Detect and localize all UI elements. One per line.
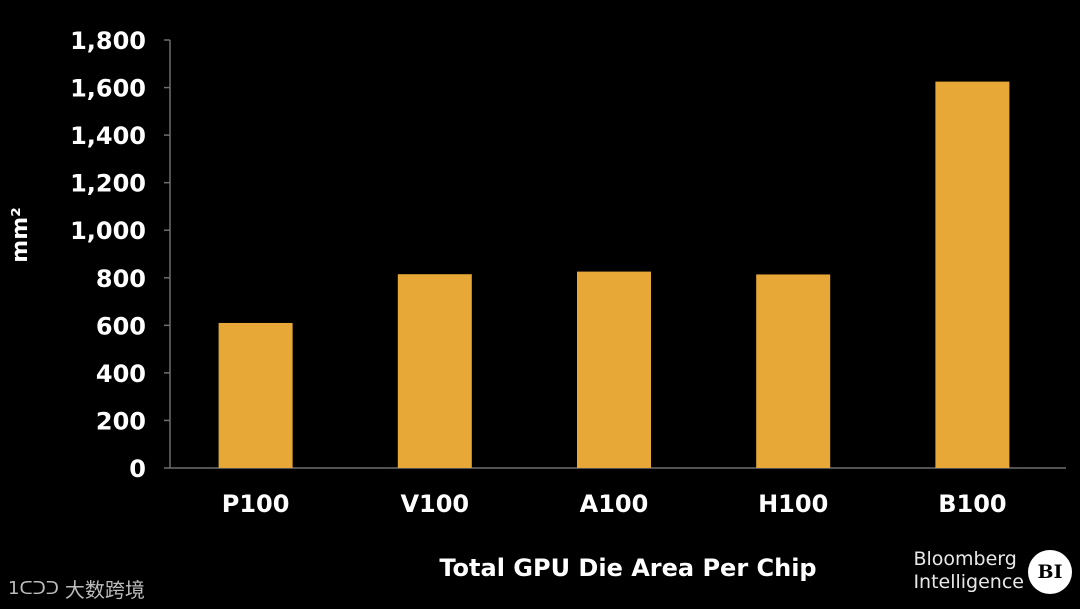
x-tick-label: V100 <box>400 490 469 518</box>
y-tick-label: 800 <box>96 265 146 293</box>
x-axis-labels: P100 V100 A100 H100 B100 <box>222 490 1007 518</box>
brand-line-2: Intelligence <box>913 571 1024 593</box>
y-tick-label: 0 <box>129 455 146 483</box>
y-axis-title: mm² <box>8 207 33 262</box>
bloomberg-intelligence-brand: Bloomberg Intelligence <box>913 548 1024 594</box>
y-tick-label: 600 <box>96 312 146 340</box>
bar-b100 <box>935 81 1010 468</box>
bar-a100 <box>577 271 651 468</box>
x-tick-label: P100 <box>222 490 290 518</box>
x-axis-title: Total GPU Die Area Per Chip <box>439 554 816 582</box>
brand-line-1: Bloomberg <box>913 548 1017 570</box>
y-tick-label: 1,000 <box>70 217 146 245</box>
bar-p100 <box>218 322 293 468</box>
bar-v100 <box>397 274 472 468</box>
watermark: 1ᑕᑐᑐ 大数跨境 <box>8 574 145 603</box>
y-tick-label: 1,200 <box>70 170 146 198</box>
watermark-text: 大数跨境 <box>64 578 145 602</box>
y-tick-label: 1,800 <box>70 27 146 55</box>
bar-h100 <box>756 274 831 468</box>
y-tick-label: 400 <box>96 360 146 388</box>
x-tick-label: H100 <box>758 490 828 518</box>
watermark-logo-icon: 1ᑕᑐᑐ <box>8 578 59 599</box>
x-tick-label: A100 <box>580 490 649 518</box>
y-tick-label: 1,400 <box>70 122 146 150</box>
bi-logo-icon: BI <box>1028 550 1072 594</box>
y-tick-label: 200 <box>96 407 146 435</box>
bars <box>218 81 1010 468</box>
y-axis: 0 200 400 600 800 1,000 1,200 1,400 1,600 1,800 <box>70 27 1066 483</box>
x-tick-label: B100 <box>938 490 1006 518</box>
y-tick-label: 1,600 <box>70 75 146 103</box>
